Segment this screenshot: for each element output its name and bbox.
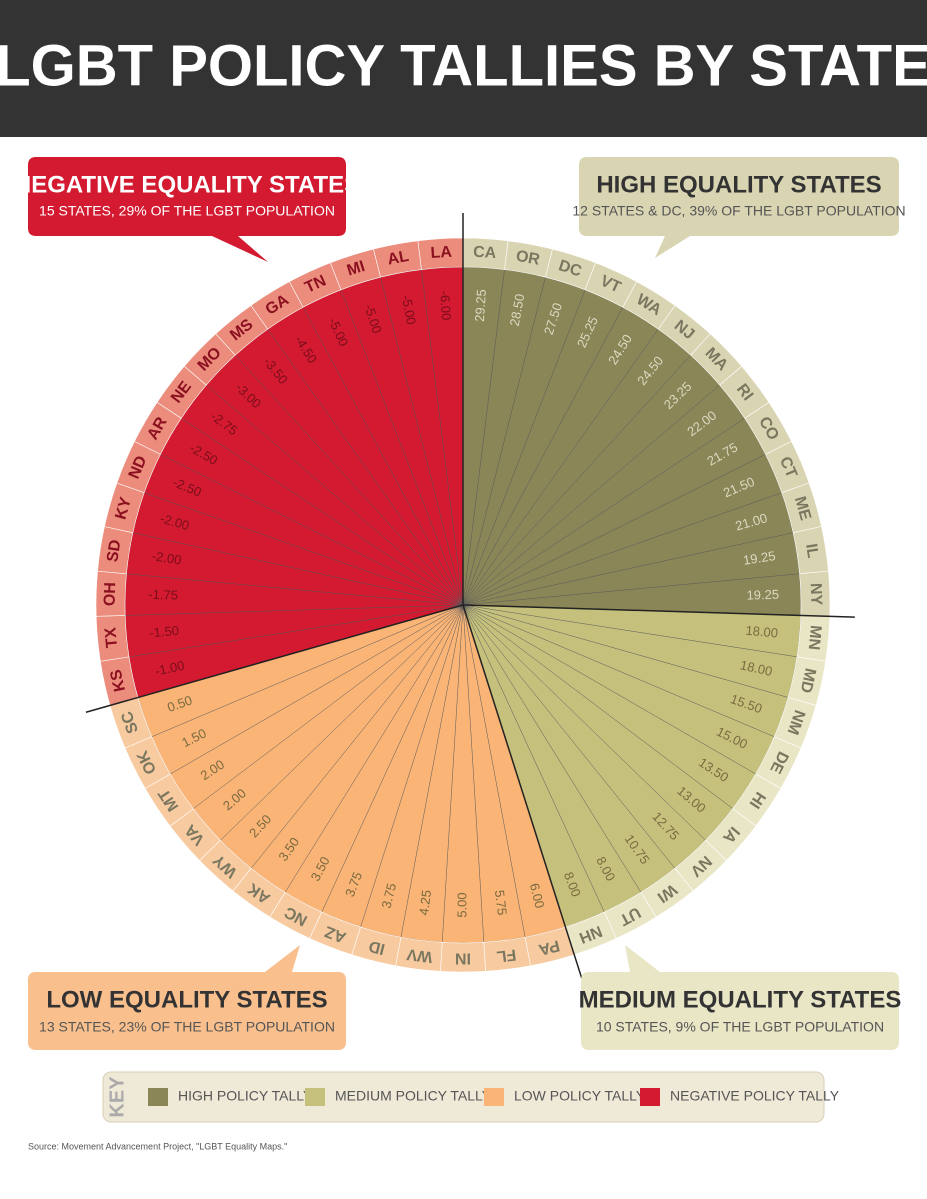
state-label: ID — [367, 937, 387, 957]
state-label: IN — [455, 949, 471, 966]
callout-title: NEGATIVE EQUALITY STATES — [14, 171, 360, 198]
value-label: 6.00 — [527, 882, 548, 910]
state-label: MN — [805, 624, 824, 650]
state-label: MD — [797, 666, 819, 694]
state-label: OR — [514, 248, 541, 269]
callout-subtitle: 12 STATES & DC, 39% OF THE LGBT POPULATI… — [572, 203, 905, 219]
value-label: -5.00 — [399, 294, 419, 326]
value-label: -1.00 — [154, 658, 186, 679]
value-label: 18.00 — [745, 623, 779, 641]
value-label: 28.50 — [507, 293, 528, 328]
value-label: 19.25 — [746, 587, 779, 603]
key-label: MEDIUM POLICY TALLY — [335, 1088, 492, 1104]
key-items: HIGH POLICY TALLY MEDIUM POLICY TALLY LOW … — [148, 1088, 840, 1106]
state-label: LA — [430, 244, 453, 262]
low-callout: LOW EQUALITY STATES 13 STATES, 23% OF TH… — [28, 945, 346, 1050]
state-label: CA — [473, 244, 498, 262]
key-swatch — [148, 1088, 168, 1106]
state-label: IL — [802, 543, 821, 560]
callout-title: LOW EQUALITY STATES — [46, 986, 327, 1013]
key-swatch — [484, 1088, 504, 1106]
state-label: OH — [102, 582, 120, 607]
key-swatch — [640, 1088, 660, 1106]
value-label: 3.75 — [378, 882, 399, 910]
group-divider — [85, 604, 464, 713]
group-divider — [462, 604, 583, 979]
medium-callout: MEDIUM EQUALITY STATES 10 STATES, 9% OF … — [579, 945, 902, 1050]
callout-subtitle: 10 STATES, 9% OF THE LGBT POPULATION — [596, 1019, 884, 1035]
state-label: KS — [108, 667, 129, 693]
callout-title: MEDIUM EQUALITY STATES — [579, 986, 902, 1013]
callout-subtitle: 13 STATES, 23% OF THE LGBT POPULATION — [39, 1019, 335, 1035]
source: Source: Movement Advancement Project, "L… — [28, 1141, 287, 1151]
value-label: -2.00 — [151, 548, 183, 567]
state-label: TX — [102, 626, 121, 648]
state-label: SD — [104, 539, 124, 564]
wheel: CA29.25OR28.50DC27.50VT25.25WA24.50NJ24.… — [85, 213, 855, 979]
value-label: 4.25 — [416, 889, 434, 916]
value-label: -1.75 — [148, 587, 178, 603]
value-label: 19.25 — [742, 548, 776, 568]
state-label: AZ — [322, 922, 348, 946]
callout-title: HIGH EQUALITY STATES — [596, 171, 881, 198]
key-label: LOW POLICY TALLY — [514, 1088, 646, 1104]
group-divider — [462, 604, 855, 618]
chart-title: LGBT POLICY TALLIES BY STATE — [0, 33, 927, 98]
key-label: HIGH POLICY TALLY — [178, 1088, 313, 1104]
high-callout: HIGH EQUALITY STATES 12 STATES & DC, 39%… — [572, 157, 906, 258]
state-label: FL — [495, 945, 517, 964]
state-label: PA — [536, 936, 561, 958]
value-label: 5.00 — [454, 892, 469, 917]
state-label: DC — [556, 257, 584, 280]
state-label: AL — [386, 248, 410, 269]
key-box — [102, 1071, 825, 1123]
state-label: MI — [345, 258, 367, 280]
title-bar — [0, 0, 927, 137]
value-label: 18.00 — [739, 657, 774, 679]
state-label: KY — [112, 495, 135, 521]
negative-callout: NEGATIVE EQUALITY STATES 15 STATES, 29% … — [14, 157, 360, 262]
state-label: ME — [791, 495, 814, 523]
value-label: -6.00 — [437, 290, 454, 321]
value-label: -1.50 — [149, 623, 180, 641]
value-label: 5.75 — [492, 889, 510, 916]
state-label: NY — [807, 583, 825, 606]
key-label: NEGATIVE POLICY TALLY — [670, 1088, 840, 1104]
value-label: 29.25 — [472, 289, 489, 322]
state-label: SC — [118, 709, 142, 736]
state-label: HI — [746, 788, 769, 811]
callout-subtitle: 15 STATES, 29% OF THE LGBT POPULATION — [39, 203, 335, 219]
key-swatch — [305, 1088, 325, 1106]
key-title: KEY — [106, 1076, 128, 1118]
state-label: WV — [405, 945, 433, 965]
